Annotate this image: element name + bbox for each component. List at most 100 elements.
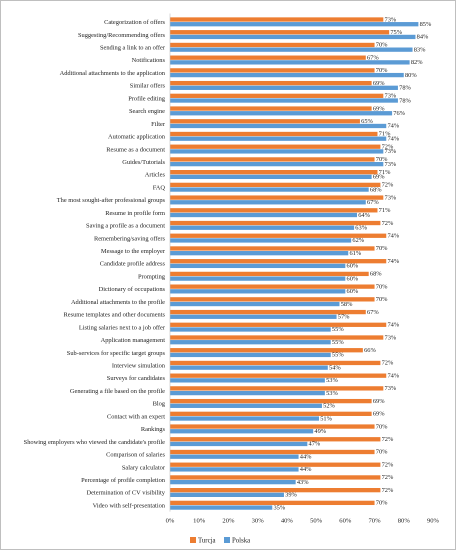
bar-turcja-guides-tutorials [170, 157, 375, 162]
bar-turcja-filter [170, 119, 360, 124]
data-label-turcja-faq: 72% [382, 182, 394, 189]
category-label-sub-services-for-specific-target-groups: Sub-services for specific target groups [67, 350, 166, 357]
data-label-turcja-the-most-sought-after-professional-groups: 73% [385, 194, 397, 201]
x-tick-label-9: 90% [427, 518, 440, 525]
category-label-articles: Articles [145, 172, 166, 179]
bar-turcja-resume-in-profile-form [170, 208, 378, 213]
bar-turcja-showing-employers-who-viewed-the-candidate-s-profile [170, 437, 381, 442]
category-label-guides-tutorials: Guides/Tutorials [122, 159, 165, 166]
bar-turcja-automatic-application [170, 131, 378, 137]
bar-polska-notifications [170, 60, 410, 65]
data-label-polska-candidate-profile-address: 60% [347, 263, 359, 270]
data-label-polska-suggesting-recommending-offers: 84% [417, 34, 429, 41]
bar-turcja-articles [170, 170, 378, 175]
bar-turcja-profile-editing [170, 93, 384, 98]
category-label-listing-salaries-next-to-a-job-offer: Listing salaries next to a job offer [79, 324, 166, 331]
bar-polska-salary-calculator [170, 467, 299, 472]
bar-turcja-generating-a-file-based-on-the-profile [170, 386, 384, 391]
bar-turcja-video-with-self-presentation [170, 500, 375, 506]
data-label-polska-contact-with-an-expert: 51% [320, 415, 332, 422]
data-label-polska-sub-services-for-specific-target-groups: 55% [332, 352, 344, 359]
category-label-filter: Filter [151, 121, 166, 128]
category-label-similar-offers: Similar offers [130, 83, 166, 90]
data-label-polska-blog: 52% [323, 403, 335, 410]
data-label-turcja-guides-tutorials: 70% [376, 156, 388, 163]
data-label-polska-articles: 69% [373, 174, 385, 181]
bar-polska-profile-editing [170, 98, 398, 103]
bar-turcja-determination-of-cv-visibility [170, 488, 381, 493]
category-label-sending-a-link-to-an-offer: Sending a link to an offer [100, 45, 166, 52]
bar-turcja-notifications [170, 55, 366, 60]
legend-swatch-polska [224, 537, 230, 543]
bar-polska-the-most-sought-after-professional-groups [170, 200, 366, 205]
data-label-turcja-additional-attachments-to-the-application: 70% [376, 67, 388, 74]
data-label-turcja-remembering-saving-offers: 74% [387, 233, 399, 240]
data-label-polska-prompting: 60% [347, 275, 359, 282]
data-label-turcja-video-with-self-presentation: 70% [376, 500, 388, 507]
data-label-polska-determination-of-cv-visibility: 39% [285, 492, 297, 499]
category-label-faq: FAQ [153, 184, 166, 191]
data-label-turcja-resume-templates-and-other-documents: 67% [367, 309, 379, 316]
x-tick-label-7: 70% [369, 518, 382, 525]
x-tick-label-1: 10% [193, 518, 206, 525]
data-label-polska-video-with-self-presentation: 35% [273, 504, 285, 511]
plot-area: 73%85%75%84%70%83%67%82%70%80%69%78%73%7… [170, 16, 432, 511]
data-label-polska-additional-attachments-to-the-application: 80% [405, 72, 417, 79]
category-label-categorization-of-offers: Categorization of offers [104, 19, 165, 26]
data-label-turcja-additional-attachments-to-the-profile: 70% [376, 296, 388, 303]
data-label-turcja-prompting: 68% [370, 271, 382, 278]
bar-polska-articles [170, 174, 372, 179]
bar-polska-sub-services-for-specific-target-groups [170, 352, 331, 358]
category-label-saving-a-profile-as-a-document: Saving a profile as a document [86, 223, 165, 230]
data-label-polska-remembering-saving-offers: 62% [352, 237, 364, 244]
category-label-contact-with-an-expert: Contact with an expert [107, 413, 165, 420]
category-label-additional-attachments-to-the-profile: Additional attachments to the profile [71, 299, 165, 306]
bar-polska-determination-of-cv-visibility [170, 492, 284, 497]
data-label-polska-guides-tutorials: 73% [385, 161, 397, 168]
category-label-profile-editing: Profile editing [128, 95, 166, 102]
bar-polska-candidate-profile-address [170, 263, 346, 269]
data-label-polska-saving-a-profile-as-a-document: 63% [355, 224, 367, 231]
category-label-resume-in-profile-form: Resume in profile form [105, 210, 165, 217]
data-label-turcja-search-engine: 69% [373, 105, 385, 112]
x-tick-label-4: 40% [281, 518, 294, 525]
category-label-interview-simulation: Interview simulation [112, 363, 166, 370]
bar-polska-message-to-the-employer [170, 251, 349, 256]
data-label-polska-search-engine: 76% [393, 110, 405, 117]
data-label-polska-interview-simulation: 54% [329, 364, 341, 371]
bar-polska-interview-simulation [170, 365, 328, 370]
x-tick-label-3: 30% [252, 518, 265, 525]
data-label-polska-profile-editing: 78% [399, 97, 411, 104]
data-label-polska-similar-offers: 78% [399, 85, 411, 92]
data-label-turcja-dictionary-of-occupations: 70% [376, 283, 388, 290]
data-label-polska-resume-as-a-document: 73% [385, 148, 397, 155]
bar-polska-blog [170, 403, 322, 408]
bar-polska-categorization-of-offers [170, 22, 419, 27]
category-label-resume-as-a-document: Resume as a document [106, 146, 165, 153]
category-label-suggesting-recommending-offers: Suggesting/Recommending offers [78, 32, 166, 39]
data-label-polska-message-to-the-employer: 61% [349, 250, 361, 257]
data-label-polska-sending-a-link-to-an-offer: 83% [414, 46, 426, 53]
bar-turcja-comparison-of-salaries [170, 449, 375, 455]
data-label-polska-surveys-for-candidates: 53% [326, 377, 338, 384]
data-label-polska-the-most-sought-after-professional-groups: 67% [367, 199, 379, 206]
data-label-turcja-determination-of-cv-visibility: 72% [382, 487, 394, 494]
data-label-polska-notifications: 82% [411, 59, 423, 66]
bar-turcja-additional-attachments-to-the-profile [170, 297, 375, 302]
data-label-turcja-articles: 71% [379, 169, 391, 176]
data-label-polska-categorization-of-offers: 85% [420, 21, 432, 28]
bar-polska-dictionary-of-occupations [170, 289, 346, 294]
data-label-turcja-surveys-for-candidates: 74% [387, 372, 399, 379]
data-label-polska-resume-in-profile-form: 64% [358, 212, 370, 219]
category-label-search-engine: Search engine [129, 108, 165, 115]
bar-turcja-saving-a-profile-as-a-document [170, 220, 381, 226]
bar-turcja-surveys-for-candidates [170, 373, 387, 378]
bar-turcja-prompting [170, 271, 369, 277]
category-label-application-management: Application management [101, 337, 166, 344]
legend-label-polska: Polska [232, 538, 250, 545]
bar-turcja-rankings [170, 424, 375, 429]
bar-turcja-candidate-profile-address [170, 259, 387, 264]
category-label-determination-of-cv-visibility: Determination of CV visibility [86, 490, 165, 497]
data-label-turcja-filter: 65% [361, 118, 373, 125]
